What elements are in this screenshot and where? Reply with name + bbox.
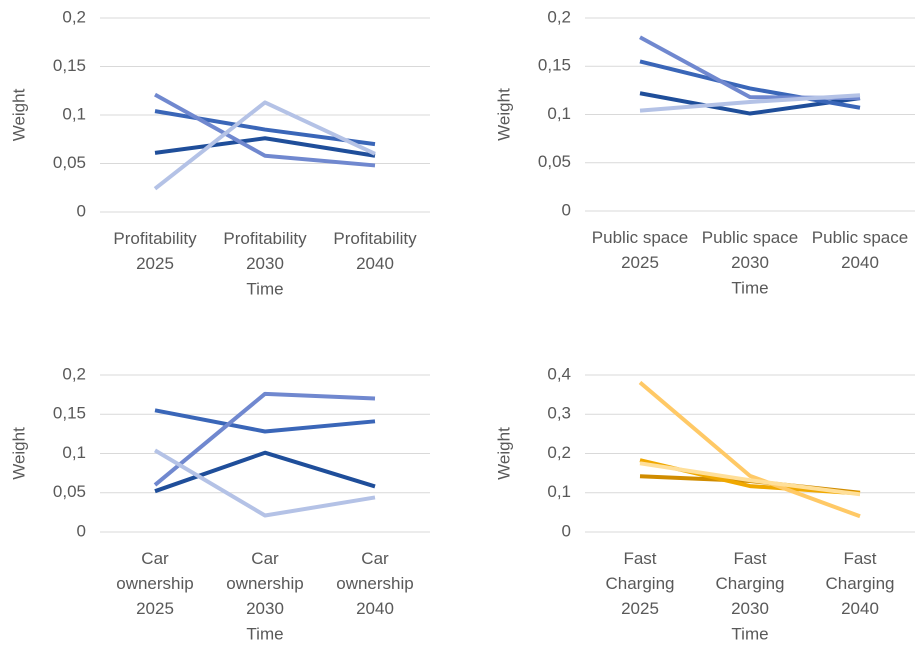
series-line	[153, 100, 376, 191]
y-tick-label: 0,05	[53, 482, 86, 501]
x-tick-label: Profitability 2025	[113, 229, 197, 273]
x-axis-label: Time	[731, 278, 768, 297]
x-tick-label: Fast Charging 2040	[825, 549, 895, 618]
x-tick-label: Car ownership 2025	[116, 549, 194, 618]
series-line	[153, 448, 376, 518]
series-line	[154, 136, 376, 158]
y-axis-label: Weight	[494, 427, 513, 480]
x-axis-label: Time	[731, 624, 768, 643]
y-tick-label: 0	[562, 200, 571, 219]
y-tick-label: 0,05	[538, 152, 571, 171]
y-tick-label: 0,2	[547, 443, 571, 462]
x-axis-label: Time	[246, 624, 283, 643]
y-tick-label: 0,05	[53, 153, 86, 172]
x-tick-label: Car ownership 2040	[336, 549, 414, 618]
y-tick-label: 0	[77, 521, 86, 540]
series-line	[639, 59, 861, 110]
y-tick-label: 0,2	[62, 7, 86, 26]
x-tick-label: Profitability 2040	[333, 229, 417, 273]
x-tick-label: Fast Charging 2025	[605, 549, 675, 618]
y-tick-label: 0,1	[62, 104, 86, 123]
y-tick-label: 0	[562, 521, 571, 540]
series-line	[639, 93, 861, 113]
y-tick-label: 0,4	[547, 364, 571, 383]
series-line	[154, 408, 376, 434]
series-line	[153, 391, 376, 487]
series-line	[154, 92, 376, 168]
x-tick-label: Profitability 2030	[223, 229, 307, 273]
y-tick-label: 0,15	[538, 56, 571, 75]
y-tick-label: 0,15	[53, 56, 86, 75]
x-tick-label: Public space 2040	[811, 228, 909, 272]
x-tick-label: Fast Charging 2030	[715, 549, 785, 618]
x-axis-label: Time	[246, 279, 283, 298]
y-axis-label: Weight	[9, 427, 28, 480]
y-axis-label: Weight	[494, 88, 513, 141]
y-tick-label: 0,1	[547, 482, 571, 501]
y-tick-label: 0,1	[547, 104, 571, 123]
x-tick-label: Public space 2025	[591, 228, 689, 272]
y-tick-label: 0,3	[547, 404, 571, 423]
series-line	[154, 450, 376, 494]
series-line	[638, 380, 861, 519]
y-tick-label: 0	[77, 201, 86, 220]
series-line	[639, 461, 861, 497]
x-tick-label: Public space 2030	[701, 228, 799, 272]
y-tick-label: 0,2	[547, 7, 571, 26]
y-axis-label: Weight	[9, 88, 28, 141]
x-tick-label: Car ownership 2030	[226, 549, 304, 618]
y-tick-label: 0,2	[62, 364, 86, 383]
y-tick-label: 0,15	[53, 404, 86, 423]
y-tick-label: 0,1	[62, 443, 86, 462]
